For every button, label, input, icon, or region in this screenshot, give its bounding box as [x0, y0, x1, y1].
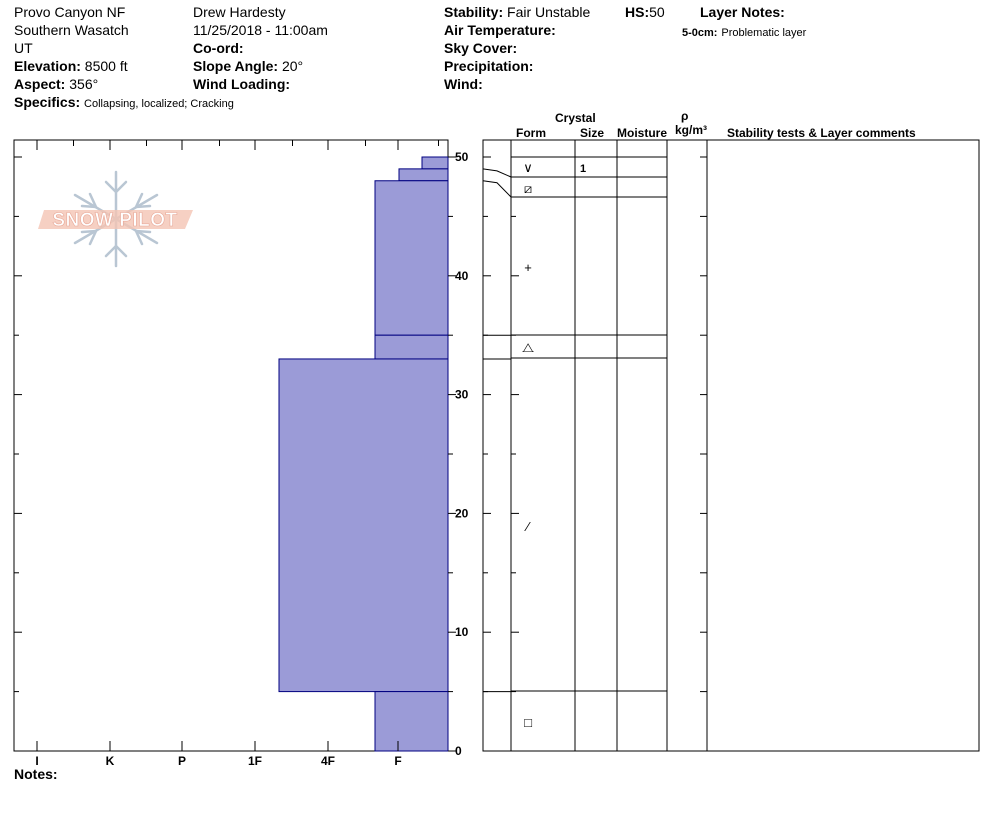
layer-note-text: Problematic layer	[721, 27, 807, 39]
grain-form-3: ⧍	[522, 340, 534, 355]
hardness-layer-0	[421, 156, 449, 170]
hardness-layer-3	[374, 334, 449, 360]
elevation-value: 8500 ft	[84, 58, 128, 74]
slope-row: Slope Angle: 20°	[193, 58, 303, 74]
y-tick-label-50: 50	[455, 150, 469, 164]
stability-row: Stability: Fair Unstable	[444, 4, 590, 20]
layer-table-frame	[482, 139, 980, 752]
layer-notes-label: Layer Notes:	[700, 4, 785, 20]
aspect-value: 356°	[69, 76, 99, 92]
crystal-header: Crystal	[555, 111, 596, 125]
x-tick-label-5: F	[394, 754, 401, 768]
grain-form-4: ⁄	[524, 519, 531, 534]
moisture-header: Moisture	[617, 126, 668, 140]
slope-label: Slope Angle:	[193, 58, 279, 74]
x-tick-label-1: K	[106, 754, 115, 768]
observation-datetime: 11/25/2018 - 11:00am	[193, 22, 328, 38]
x-tick-label-0: I	[35, 754, 38, 768]
hardness-layer-5	[374, 691, 449, 752]
slope-value: 20°	[281, 58, 304, 74]
air-temperature-label: Air Temperature:	[444, 22, 556, 38]
grain-form-5: □	[524, 715, 532, 730]
x-tick-label-3: 1F	[248, 754, 262, 768]
stability-value: Fair Unstable	[507, 4, 591, 20]
form-header: Form	[516, 126, 546, 140]
elevation-row: Elevation: 8500 ft	[14, 58, 128, 74]
grain-size-0: 1	[580, 163, 586, 175]
hardness-layer-2	[374, 180, 449, 336]
grain-form-column: ∨ 1 ⧄ + ⧍ ⁄ □	[522, 160, 586, 730]
y-tick-label-20: 20	[455, 506, 469, 520]
layer-table-rows	[482, 156, 667, 693]
sky-cover-label: Sky Cover:	[444, 40, 518, 56]
hs-row: HS:50	[625, 4, 665, 20]
elevation-label: Elevation:	[14, 58, 81, 74]
stability-label: Stability:	[444, 4, 504, 20]
logo-banner	[38, 210, 193, 229]
state: UT	[14, 40, 33, 56]
hardness-axis-ticks: I K P 1F 4F F	[35, 140, 439, 768]
y-tick-label-0: 0	[455, 744, 462, 758]
coord-label: Co-ord:	[193, 40, 244, 56]
hs-label: HS:	[625, 4, 650, 20]
mountain-range: Southern Wasatch	[14, 22, 129, 38]
hardness-layer-4	[278, 358, 449, 693]
row-connector-0	[482, 168, 512, 178]
y-tick-label-30: 30	[455, 388, 469, 402]
hardness-layers	[278, 156, 449, 752]
layer-note-row: 5-0cm: Problematic layer	[682, 23, 806, 41]
grain-form-2: +	[524, 260, 532, 275]
size-header: Size	[580, 126, 605, 140]
snowpilot-logo: SNOW PILOT	[38, 170, 193, 268]
location-name: Provo Canyon NF	[14, 4, 126, 20]
aspect-row: Aspect: 356°	[14, 76, 98, 92]
specifics-value: Collapsing, localized; Cracking	[84, 98, 234, 110]
layer-note-range: 5-0cm:	[682, 27, 718, 39]
layer-table-columns	[510, 140, 708, 751]
aspect-label: Aspect:	[14, 76, 66, 92]
wind-label: Wind:	[444, 76, 483, 92]
wind-loading-label: Wind Loading:	[193, 76, 291, 92]
specifics-row: Specifics: Collapsing, localized; Cracki…	[14, 94, 234, 112]
hardness-layer-1	[398, 168, 449, 182]
grain-form-1: ⧄	[524, 181, 532, 196]
logo-text: SNOW PILOT	[52, 210, 177, 231]
y-tick-label-10: 10	[455, 625, 469, 639]
hs-value: 50	[649, 4, 665, 20]
notes-label: Notes:	[14, 766, 58, 782]
height-axis: 0 10 20 30 40 50	[14, 150, 707, 758]
observer-name: Drew Hardesty	[193, 4, 286, 20]
row-connector-1	[482, 180, 512, 198]
x-tick-label-4: 4F	[321, 754, 335, 768]
grain-form-0: ∨	[523, 160, 533, 175]
precipitation-label: Precipitation:	[444, 58, 534, 74]
density-unit-header: kg/m³	[675, 123, 708, 137]
comments-header: Stability tests & Layer comments	[727, 126, 916, 140]
y-tick-label-40: 40	[455, 269, 469, 283]
x-tick-label-2: P	[178, 754, 186, 768]
rho-header: ρ	[681, 109, 689, 123]
specifics-label: Specifics:	[14, 94, 81, 110]
